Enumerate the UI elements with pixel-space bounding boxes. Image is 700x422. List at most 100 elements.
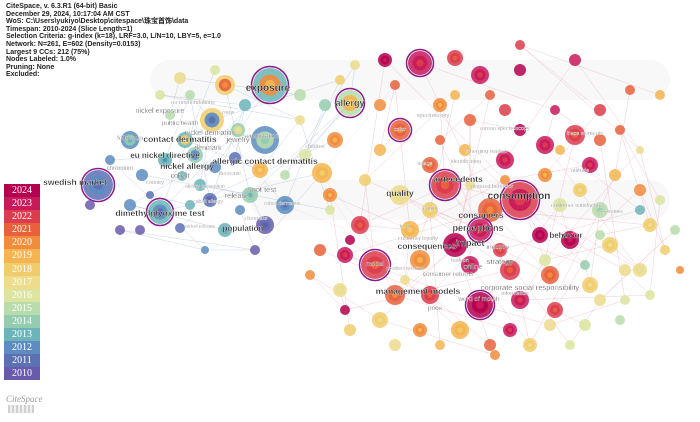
keyword-node[interactable] xyxy=(466,216,494,244)
keyword-label[interactable]: allergy prevention xyxy=(185,184,225,190)
keyword-label[interactable]: country xyxy=(146,180,165,186)
keyword-node[interactable] xyxy=(634,184,646,196)
keyword-node[interactable] xyxy=(374,99,386,111)
keyword-label[interactable]: allergic contact dermatitis xyxy=(212,156,318,166)
keyword-node[interactable] xyxy=(565,340,575,350)
keyword-node[interactable] xyxy=(280,170,290,180)
keyword-label[interactable]: consumption xyxy=(487,191,551,202)
keyword-node[interactable] xyxy=(555,145,565,155)
keyword-label[interactable]: cobalt allergy xyxy=(193,199,223,205)
keyword-node[interactable] xyxy=(464,289,496,321)
keyword-node[interactable] xyxy=(325,205,335,215)
keyword-node[interactable] xyxy=(256,216,274,234)
keyword-node[interactable] xyxy=(620,295,630,305)
keyword-node[interactable] xyxy=(655,90,665,100)
keyword-node[interactable] xyxy=(450,90,460,100)
keyword-node[interactable] xyxy=(514,124,526,136)
keyword-node[interactable] xyxy=(115,225,125,235)
keyword-node[interactable] xyxy=(544,319,556,331)
keyword-node[interactable] xyxy=(239,99,251,111)
keyword-node[interactable] xyxy=(314,244,326,256)
keyword-label[interactable]: behavior xyxy=(549,231,583,240)
keyword-label[interactable]: swedish market xyxy=(43,177,107,187)
keyword-label[interactable]: consumers xyxy=(458,210,504,220)
keyword-label[interactable]: identification xyxy=(451,159,482,165)
keyword-label[interactable]: trust xyxy=(400,224,411,230)
keyword-node[interactable] xyxy=(615,125,625,135)
keyword-label[interactable]: nickel allergy xyxy=(160,161,214,171)
keyword-label[interactable]: color xyxy=(394,127,406,133)
keyword-node[interactable] xyxy=(295,115,305,125)
keyword-node[interactable] xyxy=(565,125,585,145)
keyword-node[interactable] xyxy=(592,202,608,218)
keyword-node[interactable] xyxy=(85,200,95,210)
keyword-label[interactable]: cobalt xyxy=(171,173,190,180)
keyword-node[interactable] xyxy=(385,285,405,305)
keyword-label[interactable]: antecedents xyxy=(433,174,483,184)
keyword-node[interactable] xyxy=(594,134,606,146)
keyword-node[interactable] xyxy=(573,183,587,197)
keyword-node[interactable] xyxy=(201,246,209,254)
keyword-node[interactable] xyxy=(210,65,220,75)
keyword-label[interactable]: image xyxy=(417,161,433,167)
keyword-node[interactable] xyxy=(538,168,552,182)
keyword-label[interactable]: attitude xyxy=(571,168,589,174)
keyword-node[interactable] xyxy=(276,196,294,214)
keyword-node[interactable] xyxy=(579,319,591,331)
keyword-label[interactable]: perceptions xyxy=(452,223,503,233)
keyword-node[interactable] xyxy=(155,90,165,100)
keyword-node[interactable] xyxy=(503,323,517,337)
keyword-label[interactable]: coins xyxy=(221,110,235,116)
keyword-label[interactable]: customer satisfaction xyxy=(551,203,603,209)
keyword-node[interactable] xyxy=(421,286,439,304)
keyword-node[interactable] xyxy=(636,146,644,154)
keyword-node[interactable] xyxy=(121,131,139,149)
keyword-label[interactable]: fashion xyxy=(451,258,469,264)
keyword-node[interactable] xyxy=(229,152,241,164)
keyword-node[interactable] xyxy=(389,339,401,351)
keyword-label[interactable]: spectroscopy xyxy=(417,113,450,119)
keyword-node[interactable] xyxy=(410,250,430,270)
keyword-label[interactable]: equity xyxy=(423,206,438,212)
keyword-label[interactable]: nickel release xyxy=(185,224,216,230)
keyword-node[interactable] xyxy=(80,167,116,203)
keyword-node[interactable] xyxy=(553,198,567,212)
keyword-node[interactable] xyxy=(209,161,221,173)
keyword-node[interactable] xyxy=(145,197,175,227)
keyword-node[interactable] xyxy=(461,256,479,274)
keyword-node[interactable] xyxy=(485,90,495,100)
keyword-node[interactable] xyxy=(158,153,172,167)
keyword-node[interactable] xyxy=(422,157,438,173)
keyword-node[interactable] xyxy=(643,218,657,232)
keyword-node[interactable] xyxy=(660,245,670,255)
keyword-node[interactable] xyxy=(105,155,115,165)
keyword-node[interactable] xyxy=(635,205,645,215)
keyword-node[interactable] xyxy=(372,312,388,328)
keyword-node[interactable] xyxy=(294,89,306,101)
keyword-node[interactable] xyxy=(413,323,427,337)
keyword-node[interactable] xyxy=(203,193,217,207)
keyword-node[interactable] xyxy=(451,321,469,339)
keyword-node[interactable] xyxy=(242,187,258,203)
keyword-node[interactable] xyxy=(400,275,410,285)
keyword-node[interactable] xyxy=(609,169,621,181)
keyword-node[interactable] xyxy=(359,174,371,186)
keyword-node[interactable] xyxy=(218,223,232,237)
keyword-node[interactable] xyxy=(252,162,268,178)
keyword-node[interactable] xyxy=(523,338,537,352)
keyword-node[interactable] xyxy=(422,202,438,218)
keyword-node[interactable] xyxy=(333,283,347,297)
keyword-label[interactable]: cobalt dermatitis xyxy=(264,201,301,207)
keyword-node[interactable] xyxy=(387,117,413,143)
keyword-node[interactable] xyxy=(344,324,356,336)
keyword-node[interactable] xyxy=(478,198,502,222)
keyword-node[interactable] xyxy=(187,147,203,163)
keyword-node[interactable] xyxy=(327,132,343,148)
keyword-node[interactable] xyxy=(350,60,360,70)
keyword-node[interactable] xyxy=(515,40,525,50)
keyword-node[interactable] xyxy=(500,260,520,280)
keyword-node[interactable] xyxy=(390,185,410,205)
keyword-node[interactable] xyxy=(569,54,581,66)
keyword-node[interactable] xyxy=(250,245,260,255)
